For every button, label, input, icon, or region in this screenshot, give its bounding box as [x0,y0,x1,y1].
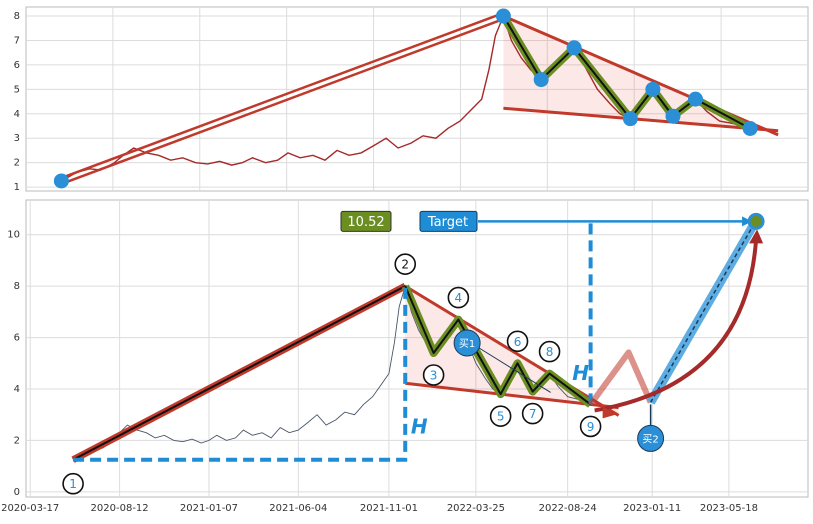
rise-line [60,17,504,186]
height-label: H [572,361,589,385]
pivot-dot [495,8,511,24]
y-tick-label: 6 [14,333,20,344]
pivot-dot [533,72,549,88]
target-box [419,210,478,232]
rise-line-core [72,285,406,461]
breakout-core [649,226,753,403]
y-tick-label: 3 [14,133,20,144]
y-tick-label: 8 [14,11,20,22]
y-tick-label: 8 [14,281,20,292]
pivot-label: 4 [455,291,463,305]
pivot-marker [422,364,445,386]
pivot-marker [521,402,544,425]
pivot-label: 3 [430,369,438,383]
buy-marker [637,424,665,452]
x-tick-label: 2021-01-07 [180,503,238,514]
x-tick-label: 2020-08-12 [91,503,149,514]
x-tick-label: 2023-01-11 [623,503,681,514]
pivot-marker [62,472,84,495]
x-tick-label: 2021-11-01 [360,503,418,514]
height-dash [73,286,408,462]
x-tick-label: 2023-05-18 [700,503,758,514]
pivot-label: 9 [587,420,595,434]
y-tick-label: 5 [14,84,20,95]
pivot9-arrowhead [602,406,617,419]
buy1-line [478,347,551,393]
plot-area [25,6,809,192]
pivot-dot [53,173,69,189]
value-box [340,210,392,232]
pivot-label: 2 [401,258,409,272]
y-tick-label: 10 [7,230,20,241]
projection [588,349,654,407]
zigzag-core [404,285,592,406]
y-tick-label: 1 [14,182,20,193]
x-tick-label: 2020-03-17 [1,503,59,514]
pivot-marker [506,330,529,353]
x-tick-label: 2022-08-24 [539,503,597,514]
height-label: H [411,414,428,438]
pivot-label: 8 [546,345,554,359]
pivot-dot [622,111,638,127]
target-value-label: 10.52 [347,215,384,230]
pivot-marker [489,405,512,427]
target-arrowhead [742,216,753,227]
buy-marker [453,329,481,357]
pivot-dot [742,120,758,136]
pivot-label: 5 [497,410,505,424]
pivot-label: 1 [69,477,77,491]
pivot-dot [645,81,661,97]
x-tick-label: 2021-06-04 [269,503,327,514]
pivot-dot [665,108,681,124]
y-tick-label: 0 [14,487,20,498]
wedge-lower [503,106,779,133]
y-tick-label: 4 [14,109,20,120]
rise-line [60,11,504,180]
pivot-marker [394,253,417,275]
target-point [747,212,765,230]
y-tick-label: 2 [14,158,20,169]
buy-label: 买1 [459,338,475,350]
x-tick-label: 2022-03-25 [447,503,505,514]
pivot-dot [566,40,582,56]
curve-arrow [594,239,759,413]
buy-label: 买2 [642,433,658,445]
pivot-marker [579,415,602,438]
pivot-marker [538,340,561,363]
y-tick-label: 4 [14,384,20,395]
target-label: Target [427,215,468,230]
y-tick-label: 2 [14,435,20,446]
y-tick-label: 6 [14,60,20,71]
y-tick-label: 7 [14,35,20,46]
curve-arrowhead [749,229,764,244]
pivot-label: 6 [514,335,522,349]
pivot-label: 7 [529,407,537,421]
pivot-marker [447,286,470,309]
pivot-dot [687,91,703,107]
